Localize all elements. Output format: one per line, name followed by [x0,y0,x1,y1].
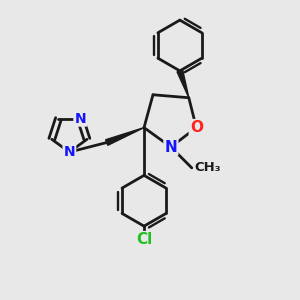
Polygon shape [177,70,189,98]
Text: Cl: Cl [136,232,152,247]
Text: N: N [164,140,177,154]
Text: N: N [64,145,75,159]
Text: CH₃: CH₃ [195,161,221,174]
Polygon shape [106,128,144,145]
Text: O: O [190,120,203,135]
Text: N: N [74,112,86,126]
